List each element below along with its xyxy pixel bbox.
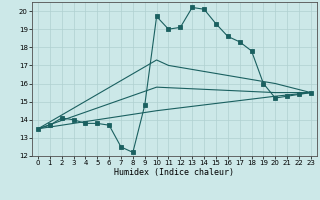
X-axis label: Humidex (Indice chaleur): Humidex (Indice chaleur) [115, 168, 234, 177]
